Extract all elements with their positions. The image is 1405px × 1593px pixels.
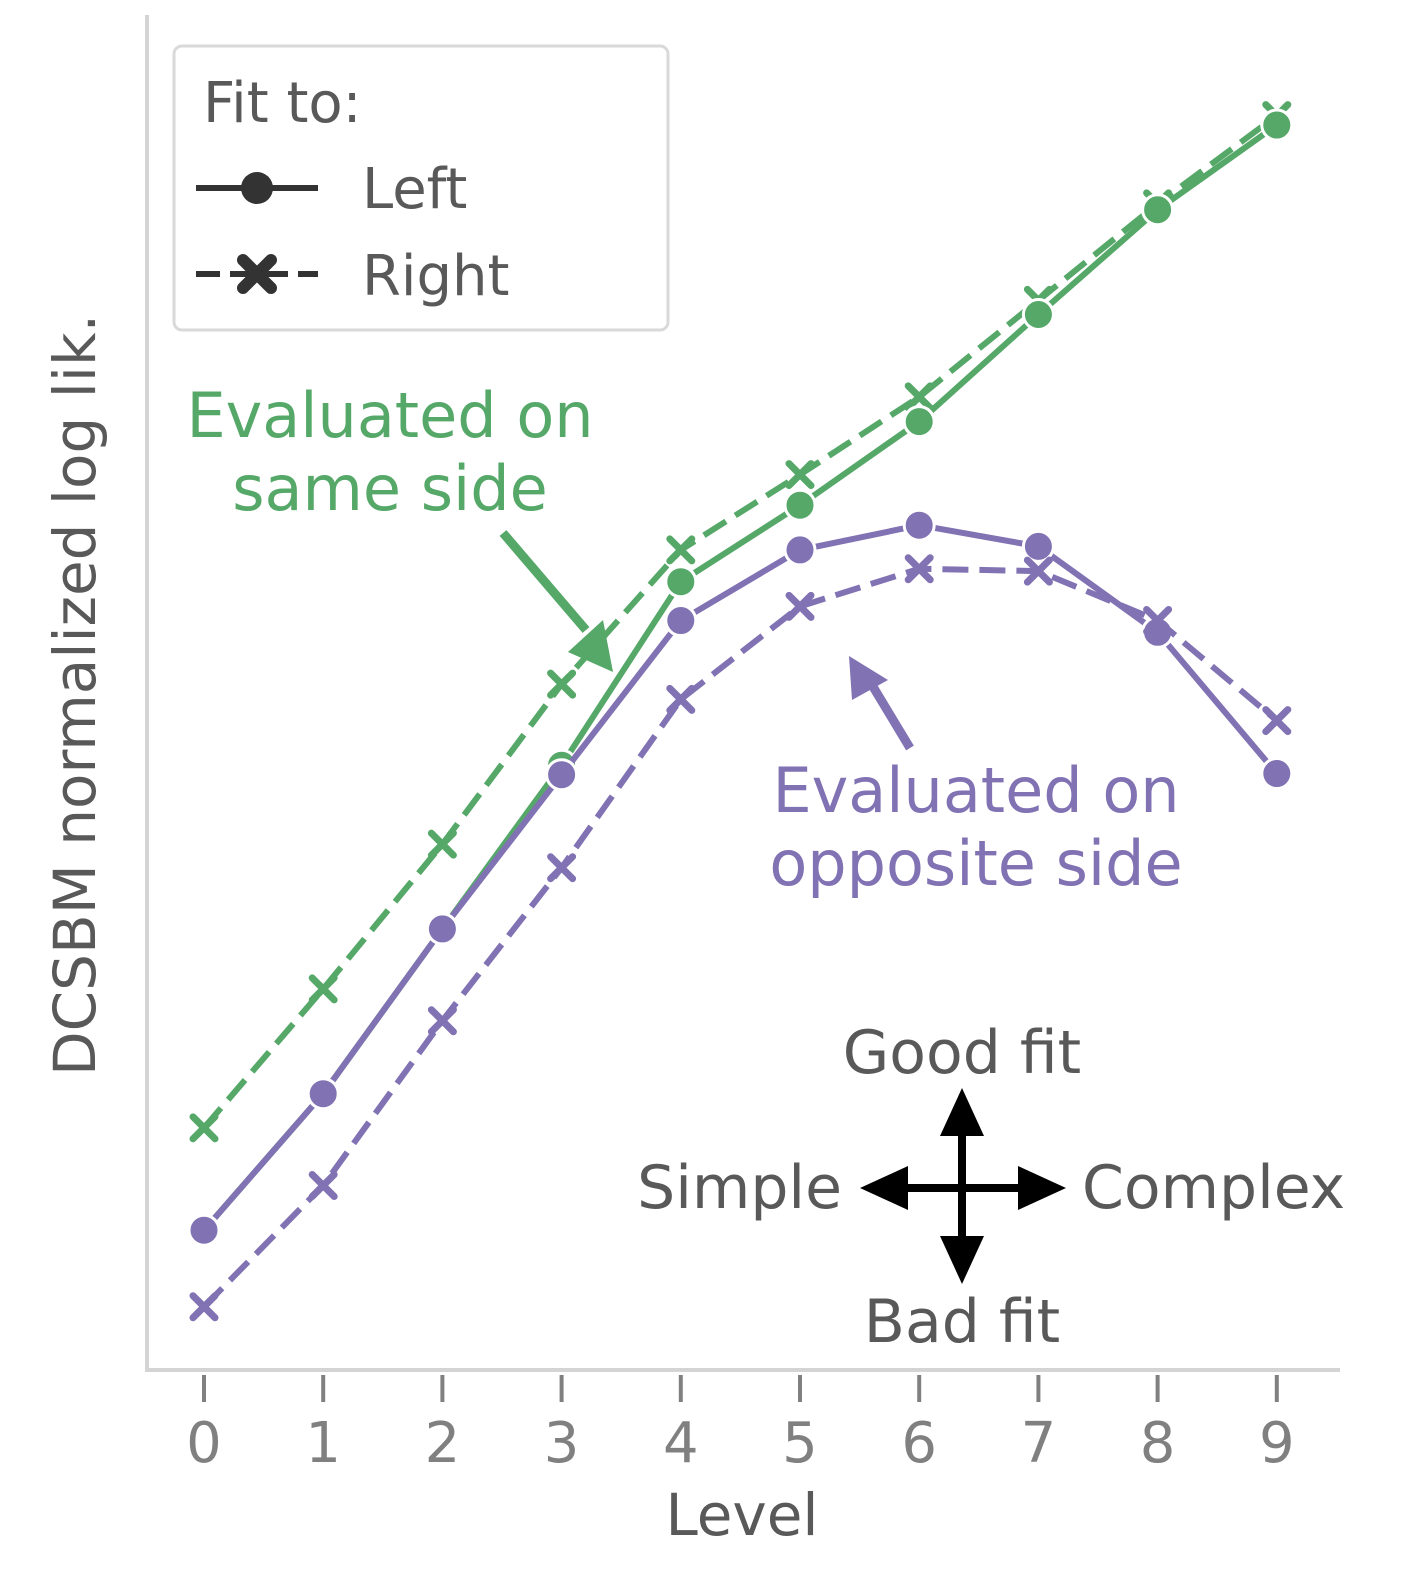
- data-point: [1262, 706, 1292, 736]
- data-point: [666, 684, 696, 714]
- annotation-same-side-line2: same side: [232, 452, 548, 525]
- x-tick-label: 3: [544, 1411, 580, 1476]
- annotation-opposite-side-line2: opposite side: [769, 827, 1182, 900]
- annotation-same-side-line1: Evaluated on: [186, 379, 593, 452]
- data-point: [902, 508, 936, 542]
- data-point: [306, 1077, 340, 1111]
- series-line: [201, 565, 1279, 1309]
- data-point: [1260, 757, 1294, 791]
- y-axis-label: DCSBM normalized log lik.: [41, 314, 109, 1076]
- x-ticks: 0 1 2 3 4 5 6 7 8 9: [186, 1375, 1295, 1476]
- data-point: [308, 974, 338, 1004]
- x-tick-label: 4: [663, 1411, 699, 1476]
- data-point: [189, 1113, 219, 1143]
- guide-good-fit: Good fit: [843, 1018, 1081, 1088]
- guide-bad-fit: Bad fit: [864, 1287, 1060, 1357]
- data-point: [1260, 108, 1294, 142]
- same-side-arrow: [499, 530, 613, 672]
- data-point: [664, 565, 698, 599]
- data-point: [547, 669, 577, 699]
- data-point: [783, 533, 817, 567]
- annotation-opposite-side-line1: Evaluated on: [772, 754, 1179, 827]
- data-point: [545, 758, 579, 792]
- series-line: [201, 522, 1280, 1233]
- data-point: [189, 1292, 219, 1322]
- series-line: [201, 113, 1279, 1130]
- data-point: [783, 488, 817, 522]
- data-point: [785, 460, 815, 490]
- legend-label-right: Right: [362, 244, 509, 309]
- x-tick-label: 0: [186, 1411, 222, 1476]
- data-point: [1021, 298, 1055, 332]
- arrow-up-icon: [940, 1088, 984, 1136]
- arrow-down-icon: [940, 1236, 984, 1284]
- series-opposite-right: [189, 554, 1292, 1322]
- data-point: [904, 382, 934, 412]
- data-point: [1143, 606, 1173, 636]
- legend-swatch-right: [196, 254, 318, 294]
- legend-swatch-left: [196, 172, 318, 204]
- data-point: [1141, 193, 1175, 227]
- x-tick-label: 6: [901, 1411, 937, 1476]
- x-tick-label: 8: [1140, 1411, 1176, 1476]
- data-point: [1023, 556, 1053, 586]
- opposite-side-arrow: [849, 656, 914, 751]
- arrow-right-icon: [1018, 1166, 1066, 1210]
- x-tick-label: 2: [425, 1411, 461, 1476]
- x-tick-label: 1: [305, 1411, 341, 1476]
- data-point: [904, 554, 934, 584]
- x-axis-label: Level: [665, 1481, 818, 1549]
- legend-label-left: Left: [362, 157, 467, 222]
- data-point: [902, 405, 936, 439]
- data-point: [427, 829, 457, 859]
- data-point: [547, 853, 577, 883]
- series-layer: [187, 101, 1294, 1322]
- data-point: [425, 912, 459, 946]
- x-tick-label: 9: [1259, 1411, 1295, 1476]
- data-point: [666, 535, 696, 565]
- series-opposite-left: [187, 508, 1294, 1247]
- data-point: [1021, 529, 1055, 563]
- arrow-left-icon: [860, 1166, 908, 1210]
- data-point: [427, 1006, 457, 1036]
- data-point: [187, 1213, 221, 1247]
- guide-complex: Complex: [1082, 1153, 1345, 1223]
- data-point: [664, 604, 698, 638]
- guide-simple: Simple: [637, 1153, 842, 1223]
- legend-title: Fit to:: [203, 71, 362, 136]
- fit-complexity-guide: Good fit Bad fit Simple Complex: [637, 1018, 1345, 1357]
- legend-box: [172, 44, 670, 332]
- x-tick-label: 7: [1021, 1411, 1057, 1476]
- data-point: [785, 591, 815, 621]
- x-tick-label: 5: [782, 1411, 818, 1476]
- data-point: [308, 1170, 338, 1200]
- legend: Fit to: Left Right: [172, 44, 670, 332]
